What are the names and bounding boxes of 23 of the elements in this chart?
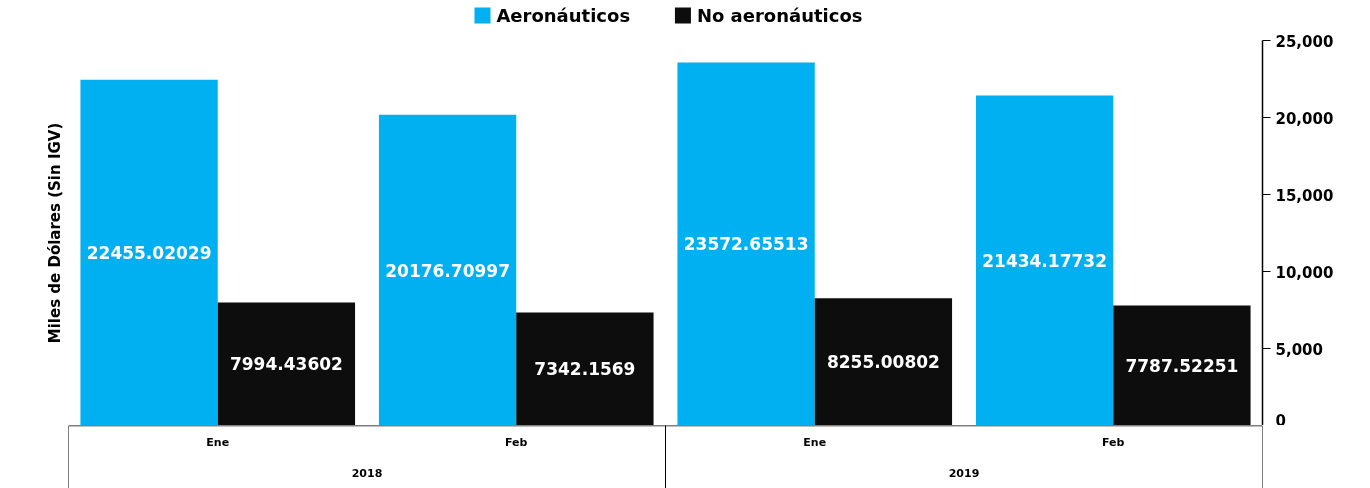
data-label: 7994.43602 [229,354,343,375]
y-tick-label: 5,000 [1275,340,1323,359]
data-label: 23572.65513 [683,234,809,255]
y-tick-label: 20,000 [1275,109,1334,128]
text: 2018 [351,466,383,480]
data-label: 20176.70997 [385,260,510,281]
x-tick-label: Feb [1102,436,1125,450]
y-tick-label: 0 [1275,411,1286,430]
text: 2019 [948,466,980,480]
y-tick-label: 10,000 [1275,263,1334,282]
x-tick-label: Ene [803,436,827,450]
y-tick-label: 15,000 [1275,186,1334,205]
data-label: 21434.17732 [982,250,1107,271]
legend-label: Aeronáuticos [496,5,631,26]
data-label: 22455.02029 [86,243,212,264]
x-tick-label: Ene [206,436,230,450]
y-tick-label: 25,000 [1275,32,1334,51]
legend-label: No aeronáuticos [696,5,863,26]
x-tick-label: Feb [505,436,528,450]
data-label: 8255.00802 [826,352,940,373]
y-axis-title: Miles de Dólares (Sin IGV) [45,122,64,344]
data-label: 7787.52251 [1125,356,1239,377]
data-label: 7342.1569 [534,359,636,380]
